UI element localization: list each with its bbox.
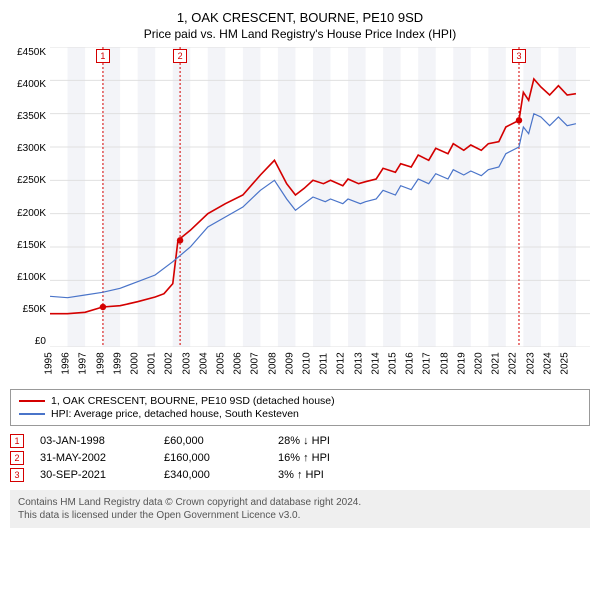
sale-row: 1 03-JAN-1998 £60,000 28% ↓ HPI xyxy=(10,434,590,448)
legend: 1, OAK CRESCENT, BOURNE, PE10 9SD (detac… xyxy=(10,389,590,426)
y-tick-label: £350K xyxy=(10,111,46,122)
legend-item: HPI: Average price, detached house, Sout… xyxy=(19,408,581,420)
y-tick-label: £300K xyxy=(10,143,46,154)
x-tick-label: 2025 xyxy=(560,357,590,374)
y-tick-label: £400K xyxy=(10,79,46,90)
legend-label: HPI: Average price, detached house, Sout… xyxy=(51,408,299,420)
footer-attribution: Contains HM Land Registry data © Crown c… xyxy=(10,490,590,528)
x-axis: 1995199619971998199920002001200220032004… xyxy=(50,351,580,381)
footer-line: This data is licensed under the Open Gov… xyxy=(18,509,582,522)
plot-area: 1 2 3 xyxy=(50,47,590,347)
sale-hpi-diff: 16% ↑ HPI xyxy=(278,452,398,464)
sale-hpi-diff: 3% ↑ HPI xyxy=(278,469,398,481)
sale-date: 31-MAY-2002 xyxy=(40,452,160,464)
sale-row: 2 31-MAY-2002 £160,000 16% ↑ HPI xyxy=(10,451,590,465)
page-title: 1, OAK CRESCENT, BOURNE, PE10 9SD xyxy=(10,10,590,25)
y-tick-label: £100K xyxy=(10,272,46,283)
legend-swatch xyxy=(19,400,45,402)
y-tick-label: £0 xyxy=(10,336,46,347)
sale-hpi-diff: 28% ↓ HPI xyxy=(278,435,398,447)
sale-marker-box: 1 xyxy=(96,49,110,63)
sale-date: 03-JAN-1998 xyxy=(40,435,160,447)
y-tick-label: £250K xyxy=(10,175,46,186)
footer-line: Contains HM Land Registry data © Crown c… xyxy=(18,496,582,509)
sale-row: 3 30-SEP-2021 £340,000 3% ↑ HPI xyxy=(10,468,590,482)
y-tick-label: £150K xyxy=(10,240,46,251)
page-subtitle: Price paid vs. HM Land Registry's House … xyxy=(10,27,590,41)
sale-marker-box: 2 xyxy=(173,49,187,63)
y-tick-label: £50K xyxy=(10,304,46,315)
sale-price: £160,000 xyxy=(164,452,274,464)
sales-table: 1 03-JAN-1998 £60,000 28% ↓ HPI 2 31-MAY… xyxy=(10,434,590,482)
sale-marker-box: 3 xyxy=(512,49,526,63)
sale-index-box: 1 xyxy=(10,434,24,448)
y-tick-label: £200K xyxy=(10,208,46,219)
sale-index-box: 2 xyxy=(10,451,24,465)
legend-item: 1, OAK CRESCENT, BOURNE, PE10 9SD (detac… xyxy=(19,395,581,407)
y-tick-label: £450K xyxy=(10,47,46,58)
chart: £450K £400K £350K £300K £250K £200K £150K £100K… xyxy=(10,47,590,381)
legend-swatch xyxy=(19,413,45,415)
legend-label: 1, OAK CRESCENT, BOURNE, PE10 9SD (detac… xyxy=(51,395,335,407)
sale-index-box: 3 xyxy=(10,468,24,482)
sale-price: £340,000 xyxy=(164,469,274,481)
sale-date: 30-SEP-2021 xyxy=(40,469,160,481)
y-axis: £450K £400K £350K £300K £250K £200K £150K £100K… xyxy=(10,47,50,347)
sale-price: £60,000 xyxy=(164,435,274,447)
